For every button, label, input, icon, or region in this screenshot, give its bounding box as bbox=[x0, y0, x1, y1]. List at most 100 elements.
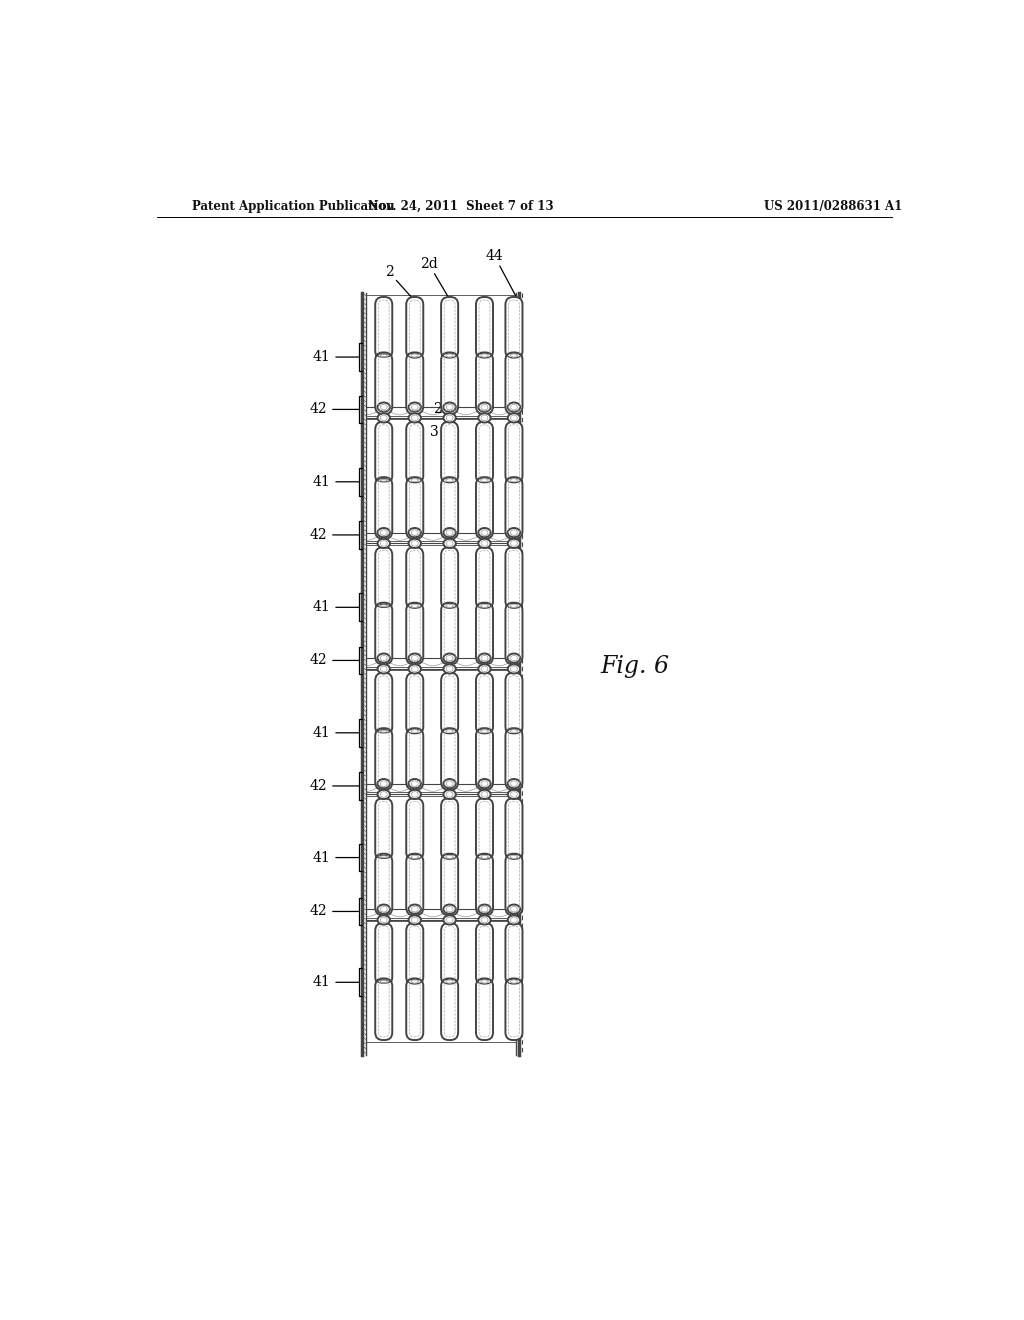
FancyBboxPatch shape bbox=[506, 478, 522, 539]
Text: 42: 42 bbox=[309, 772, 362, 800]
Ellipse shape bbox=[443, 789, 456, 799]
Ellipse shape bbox=[508, 904, 520, 913]
Ellipse shape bbox=[443, 603, 456, 609]
FancyBboxPatch shape bbox=[506, 923, 522, 985]
Ellipse shape bbox=[511, 414, 517, 421]
Ellipse shape bbox=[443, 528, 456, 537]
FancyBboxPatch shape bbox=[476, 799, 493, 859]
FancyBboxPatch shape bbox=[375, 603, 392, 664]
Ellipse shape bbox=[443, 403, 456, 412]
Ellipse shape bbox=[443, 904, 456, 913]
Ellipse shape bbox=[443, 352, 456, 358]
Ellipse shape bbox=[478, 779, 490, 788]
Ellipse shape bbox=[409, 729, 421, 734]
Ellipse shape bbox=[412, 907, 418, 912]
Ellipse shape bbox=[378, 479, 390, 482]
FancyBboxPatch shape bbox=[407, 548, 423, 609]
Ellipse shape bbox=[409, 979, 421, 983]
Ellipse shape bbox=[380, 541, 387, 546]
Ellipse shape bbox=[478, 904, 490, 913]
Ellipse shape bbox=[412, 404, 418, 411]
Ellipse shape bbox=[446, 479, 454, 482]
Ellipse shape bbox=[510, 479, 517, 482]
Ellipse shape bbox=[478, 528, 490, 537]
FancyBboxPatch shape bbox=[375, 854, 392, 915]
FancyBboxPatch shape bbox=[476, 603, 493, 664]
FancyBboxPatch shape bbox=[506, 673, 522, 734]
Ellipse shape bbox=[481, 792, 487, 797]
Ellipse shape bbox=[378, 605, 390, 607]
FancyBboxPatch shape bbox=[506, 548, 522, 609]
Ellipse shape bbox=[380, 655, 387, 661]
Ellipse shape bbox=[511, 792, 517, 797]
FancyBboxPatch shape bbox=[441, 422, 458, 483]
Ellipse shape bbox=[478, 664, 490, 673]
FancyBboxPatch shape bbox=[407, 854, 423, 915]
Ellipse shape bbox=[481, 414, 487, 421]
FancyBboxPatch shape bbox=[407, 923, 423, 985]
Text: 2e: 2e bbox=[433, 401, 451, 416]
Text: 2d: 2d bbox=[420, 257, 449, 297]
Ellipse shape bbox=[378, 413, 390, 422]
Ellipse shape bbox=[412, 479, 418, 482]
Ellipse shape bbox=[481, 917, 487, 923]
Ellipse shape bbox=[481, 529, 487, 536]
Ellipse shape bbox=[508, 539, 520, 548]
Ellipse shape bbox=[508, 478, 520, 483]
Ellipse shape bbox=[378, 789, 390, 799]
FancyBboxPatch shape bbox=[476, 352, 493, 414]
Ellipse shape bbox=[378, 904, 390, 913]
Ellipse shape bbox=[508, 603, 520, 609]
Ellipse shape bbox=[511, 529, 517, 536]
FancyBboxPatch shape bbox=[506, 854, 522, 915]
Ellipse shape bbox=[443, 539, 456, 548]
Ellipse shape bbox=[443, 478, 456, 483]
Ellipse shape bbox=[446, 907, 453, 912]
FancyBboxPatch shape bbox=[407, 603, 423, 664]
Ellipse shape bbox=[443, 729, 456, 734]
Ellipse shape bbox=[478, 653, 490, 663]
FancyBboxPatch shape bbox=[441, 673, 458, 734]
Text: 44: 44 bbox=[485, 249, 521, 306]
Ellipse shape bbox=[443, 664, 456, 673]
Ellipse shape bbox=[380, 605, 387, 607]
Ellipse shape bbox=[380, 792, 387, 797]
Ellipse shape bbox=[412, 529, 418, 536]
Text: 41: 41 bbox=[312, 467, 362, 496]
Ellipse shape bbox=[412, 541, 418, 546]
Ellipse shape bbox=[378, 664, 390, 673]
FancyBboxPatch shape bbox=[407, 352, 423, 414]
Ellipse shape bbox=[412, 979, 418, 983]
FancyBboxPatch shape bbox=[506, 297, 522, 359]
Ellipse shape bbox=[511, 781, 517, 787]
Ellipse shape bbox=[508, 413, 520, 422]
Ellipse shape bbox=[380, 355, 387, 356]
Ellipse shape bbox=[478, 539, 490, 548]
Ellipse shape bbox=[409, 789, 421, 799]
Ellipse shape bbox=[412, 917, 418, 923]
Ellipse shape bbox=[380, 781, 387, 787]
Ellipse shape bbox=[481, 781, 487, 787]
FancyBboxPatch shape bbox=[476, 297, 493, 359]
Ellipse shape bbox=[478, 403, 490, 412]
FancyBboxPatch shape bbox=[375, 478, 392, 539]
Ellipse shape bbox=[508, 729, 520, 734]
Text: 41: 41 bbox=[312, 843, 362, 871]
FancyBboxPatch shape bbox=[476, 548, 493, 609]
Ellipse shape bbox=[380, 917, 387, 923]
Ellipse shape bbox=[443, 854, 456, 859]
Ellipse shape bbox=[446, 354, 454, 356]
Ellipse shape bbox=[446, 781, 453, 787]
Ellipse shape bbox=[481, 730, 488, 733]
Ellipse shape bbox=[409, 403, 421, 412]
FancyBboxPatch shape bbox=[441, 799, 458, 859]
Ellipse shape bbox=[446, 730, 454, 733]
FancyBboxPatch shape bbox=[476, 422, 493, 483]
FancyBboxPatch shape bbox=[441, 297, 458, 359]
Ellipse shape bbox=[378, 539, 390, 548]
Ellipse shape bbox=[380, 529, 387, 536]
Ellipse shape bbox=[412, 667, 418, 672]
FancyBboxPatch shape bbox=[476, 923, 493, 985]
Ellipse shape bbox=[409, 915, 421, 924]
Ellipse shape bbox=[446, 917, 453, 923]
